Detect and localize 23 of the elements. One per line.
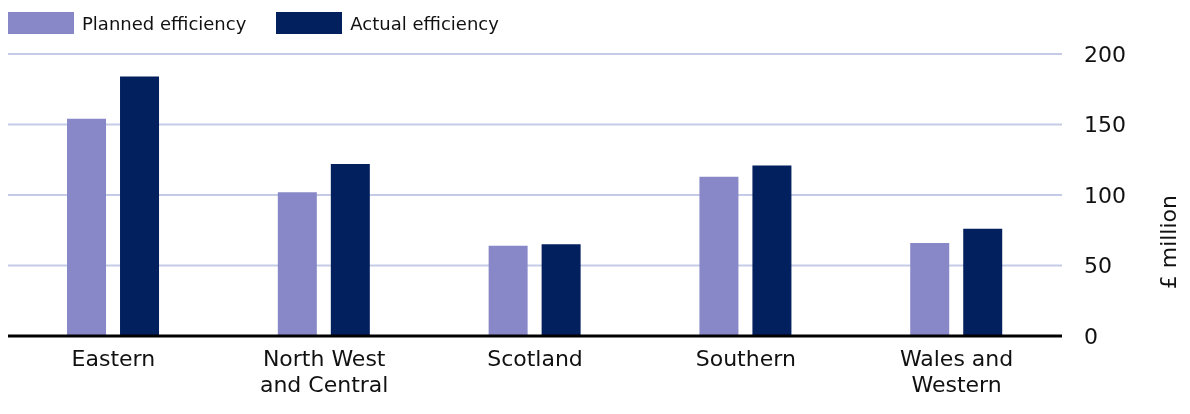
- bar: [488, 245, 528, 336]
- bar: [541, 244, 581, 336]
- y-tick-label: 200: [1084, 41, 1126, 67]
- y-tick-label: 50: [1084, 253, 1112, 279]
- bar: [699, 176, 739, 336]
- bar: [910, 242, 950, 336]
- y-axis-title: £ million: [1155, 195, 1181, 290]
- bar: [277, 192, 317, 336]
- bar: [752, 165, 792, 336]
- x-tick-label: Southern: [695, 346, 796, 371]
- legend-label: Actual efficiency: [350, 12, 499, 34]
- x-tick-label: North West and Central: [259, 346, 389, 397]
- x-tick-label: Eastern: [71, 346, 156, 371]
- bar: [67, 118, 107, 336]
- x-tick-label: Scotland: [487, 346, 583, 371]
- y-tick-label: 150: [1084, 112, 1126, 138]
- bar: [963, 228, 1003, 336]
- x-tick-label: Wales and Western: [899, 346, 1014, 397]
- y-tick-label: 100: [1084, 182, 1126, 208]
- bar: [330, 163, 370, 336]
- legend-label: Planned efficiency: [82, 12, 247, 34]
- bar: [120, 76, 160, 336]
- y-tick-label: 0: [1084, 323, 1098, 349]
